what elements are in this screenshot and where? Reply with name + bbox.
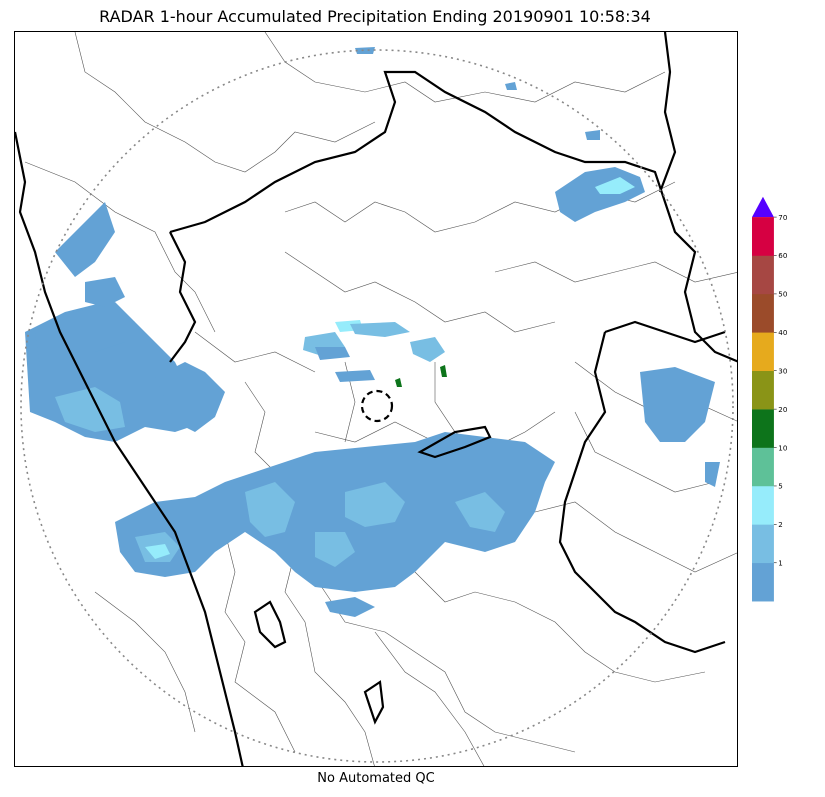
colorbar-segment: [752, 447, 774, 487]
colorbar-segments: [752, 196, 774, 602]
colorbar-tick-label: 40: [778, 328, 788, 337]
precipitation-colorbar: 1 2 5 10 20 30 40 50 60 70: [752, 196, 788, 602]
rain-cell-moderate: [345, 482, 405, 527]
colorbar-tick-label: 1: [778, 559, 783, 568]
rain-cell-light: [505, 82, 517, 90]
rain-cell-heavy: [595, 177, 635, 194]
rain-cell-moderate: [455, 492, 505, 532]
colorbar-tick-label: 2: [778, 520, 783, 529]
precipitation-areas: [25, 47, 720, 617]
rain-cell-light: [85, 277, 125, 307]
colorbar-segment: [752, 370, 774, 410]
rain-cell-light: [325, 597, 375, 617]
colorbar-tick-label: 20: [778, 405, 788, 414]
colorbar-extend-arrow: [752, 196, 774, 218]
colorbar-tick-label: 5: [778, 482, 783, 491]
colorbar-ticks: 1 2 5 10 20 30 40 50 60 70: [773, 213, 788, 568]
colorbar-tick-label: 10: [778, 443, 788, 452]
rain-cell-zone-10-20: [440, 365, 447, 377]
radar-site-marker: [360, 389, 394, 423]
rain-cell-moderate: [245, 482, 295, 537]
rain-cell-light: [640, 367, 715, 442]
rain-cell-light: [555, 167, 645, 222]
colorbar-segment: [752, 217, 774, 256]
rain-cell-moderate: [55, 387, 125, 432]
range-ring: [20, 49, 734, 763]
colorbar-segment: [752, 409, 774, 448]
radar-map-canvas: [15, 32, 737, 766]
rain-cell-light: [355, 47, 375, 54]
map-title: RADAR 1-hour Accumulated Precipitation E…: [99, 7, 651, 26]
rain-cell-light: [585, 130, 600, 140]
rain-cell-moderate: [350, 322, 410, 337]
colorbar-segment: [752, 485, 774, 525]
colorbar-tick-label: 30: [778, 366, 788, 375]
colorbar-segment: [752, 524, 774, 564]
colorbar-tick-label: 70: [778, 213, 788, 222]
rain-cell-light: [315, 347, 350, 360]
radar-map[interactable]: [14, 31, 738, 767]
rain-cell-light: [55, 202, 115, 277]
qc-caption: No Automated QC: [317, 771, 435, 786]
rain-cell-light: [35, 302, 135, 367]
rain-cell-moderate: [315, 532, 355, 567]
colorbar-segment: [752, 562, 774, 602]
rain-cell-light: [335, 370, 375, 382]
rain-cell-light: [155, 362, 225, 432]
colorbar-tick-label: 50: [778, 290, 788, 299]
colorbar-tick-label: 60: [778, 251, 788, 260]
colorbar-segment: [752, 293, 774, 333]
colorbar-segment: [752, 332, 774, 371]
rain-cell-heavy: [145, 544, 170, 559]
rain-cell-light: [115, 432, 555, 592]
rain-cell-light: [705, 462, 720, 487]
colorbar-segment: [752, 255, 774, 295]
rain-cell-moderate: [410, 337, 445, 362]
rain-cell-zone-10-20: [395, 378, 402, 387]
state-boundaries: [15, 32, 737, 766]
